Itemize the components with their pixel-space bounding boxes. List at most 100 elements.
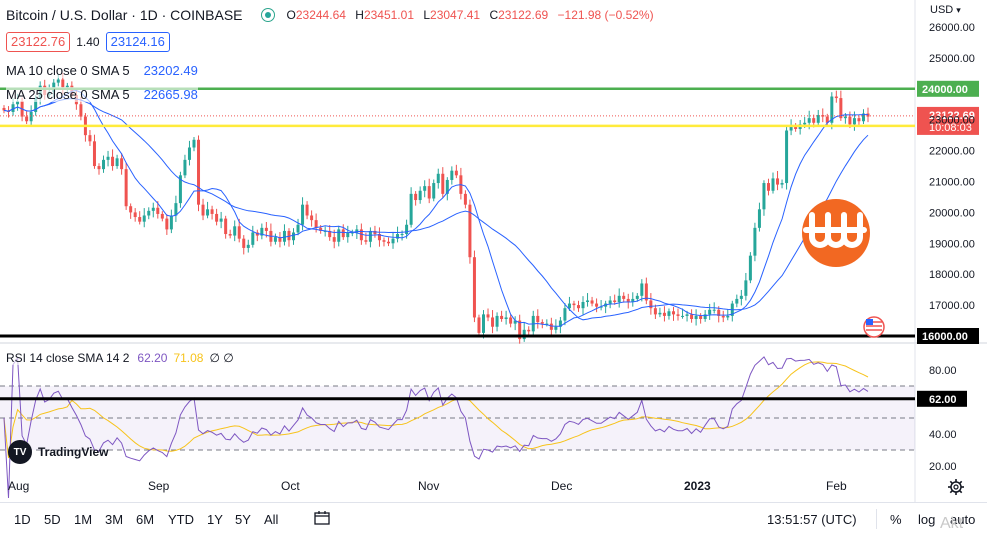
candle bbox=[622, 295, 626, 299]
rsi-band bbox=[0, 386, 915, 450]
auto-toggle[interactable]: auto bbox=[950, 512, 976, 527]
candle bbox=[785, 130, 789, 184]
candle bbox=[699, 315, 703, 320]
candle bbox=[667, 311, 671, 316]
candle bbox=[405, 224, 409, 235]
price-tick: 25000.00 bbox=[929, 53, 975, 65]
range-5y-button[interactable]: 5Y bbox=[235, 512, 251, 527]
candle bbox=[789, 125, 793, 131]
candle bbox=[396, 234, 400, 239]
candle bbox=[463, 193, 467, 205]
candle bbox=[296, 224, 300, 233]
market-status-icon[interactable] bbox=[260, 8, 275, 22]
candle bbox=[201, 204, 205, 216]
candle bbox=[509, 317, 513, 324]
candle bbox=[382, 240, 386, 242]
candle bbox=[681, 315, 685, 317]
log-toggle[interactable]: log bbox=[918, 512, 936, 527]
candle bbox=[151, 207, 155, 211]
candle bbox=[129, 206, 133, 213]
range-1d-button[interactable]: 1D bbox=[14, 512, 31, 527]
candle bbox=[613, 300, 617, 303]
percent-toggle[interactable]: % bbox=[890, 512, 902, 527]
candle bbox=[106, 156, 110, 160]
price-tick: 17000.00 bbox=[929, 300, 975, 312]
x-tick: Sep bbox=[148, 479, 170, 493]
candle bbox=[56, 79, 60, 83]
candle bbox=[486, 314, 490, 318]
candle bbox=[599, 306, 603, 308]
buy-price-button[interactable]: 23124.16 bbox=[105, 32, 170, 52]
candle bbox=[436, 173, 440, 184]
candle bbox=[282, 230, 286, 242]
candle bbox=[748, 255, 752, 281]
candle bbox=[830, 96, 834, 123]
candle bbox=[554, 326, 558, 330]
countdown-label: 10:08:03 bbox=[929, 122, 972, 134]
candle bbox=[712, 309, 716, 311]
candle bbox=[11, 104, 15, 112]
currency-selector[interactable]: USD ▾ bbox=[930, 4, 961, 16]
activation-watermark: Akt bbox=[940, 515, 964, 532]
candle bbox=[834, 96, 838, 99]
candle bbox=[183, 159, 187, 176]
candle bbox=[595, 303, 599, 307]
rsi-legend[interactable]: RSI 14 close SMA 14 2 62.20 71.08 ∅ ∅ bbox=[6, 351, 234, 365]
candle bbox=[237, 226, 241, 239]
candle bbox=[771, 178, 775, 191]
candle bbox=[301, 204, 305, 225]
tradingview-logo: TV TradingView bbox=[8, 440, 108, 464]
divider bbox=[876, 509, 877, 529]
candle bbox=[504, 317, 508, 320]
candle bbox=[744, 280, 748, 296]
candle bbox=[545, 323, 549, 325]
candle bbox=[79, 104, 83, 117]
candle bbox=[812, 118, 816, 123]
candle bbox=[685, 314, 689, 316]
range-ytd-button[interactable]: YTD bbox=[168, 512, 194, 527]
candle bbox=[323, 230, 327, 232]
price-tick: 20000.00 bbox=[929, 207, 975, 219]
candle bbox=[224, 218, 228, 235]
candle bbox=[717, 309, 721, 316]
candle bbox=[102, 159, 106, 170]
utc-clock[interactable]: 13:51:57 (UTC) bbox=[767, 512, 857, 527]
range-5d-button[interactable]: 5D bbox=[44, 512, 61, 527]
x-tick: Dec bbox=[551, 479, 572, 493]
candle bbox=[608, 300, 612, 304]
ohlc-values: O23244.64 H23451.01 L23047.41 C23122.69 … bbox=[286, 8, 654, 22]
candle bbox=[635, 295, 639, 299]
range-all-button[interactable]: All bbox=[264, 512, 279, 527]
date-range-icon[interactable] bbox=[314, 511, 330, 525]
candle bbox=[540, 322, 544, 324]
low-value: 23047.41 bbox=[430, 8, 481, 22]
candle bbox=[576, 305, 580, 309]
candle bbox=[314, 220, 318, 228]
candle bbox=[766, 183, 770, 191]
candle bbox=[337, 229, 341, 242]
candle bbox=[88, 135, 92, 142]
candle bbox=[839, 98, 843, 119]
range-6m-button[interactable]: 6M bbox=[136, 512, 155, 527]
candle bbox=[192, 139, 196, 148]
candle bbox=[423, 186, 427, 191]
candle bbox=[178, 175, 182, 204]
candle bbox=[472, 257, 476, 318]
ma25-legend[interactable]: MA 25 close 0 SMA 5 22665.98 bbox=[6, 87, 198, 102]
candle bbox=[757, 209, 761, 228]
candle bbox=[861, 113, 865, 122]
symbol-title[interactable]: Bitcoin / U.S. Dollar · 1D · COINBASE bbox=[6, 7, 243, 23]
ma10-legend[interactable]: MA 10 close 0 SMA 5 23202.49 bbox=[6, 63, 198, 78]
last-price-label: 23122.69 bbox=[929, 110, 975, 122]
candle bbox=[432, 183, 436, 199]
range-3m-button[interactable]: 3M bbox=[105, 512, 124, 527]
range-1m-button[interactable]: 1M bbox=[74, 512, 93, 527]
range-1y-button[interactable]: 1Y bbox=[207, 512, 223, 527]
candle bbox=[133, 212, 137, 218]
gear-icon[interactable] bbox=[947, 478, 965, 496]
x-tick: Nov bbox=[418, 479, 439, 493]
hline-label: 16000.00 bbox=[922, 331, 968, 343]
rsi-tick: 20.00 bbox=[929, 461, 957, 473]
sell-price-button[interactable]: 23122.76 bbox=[6, 32, 71, 52]
